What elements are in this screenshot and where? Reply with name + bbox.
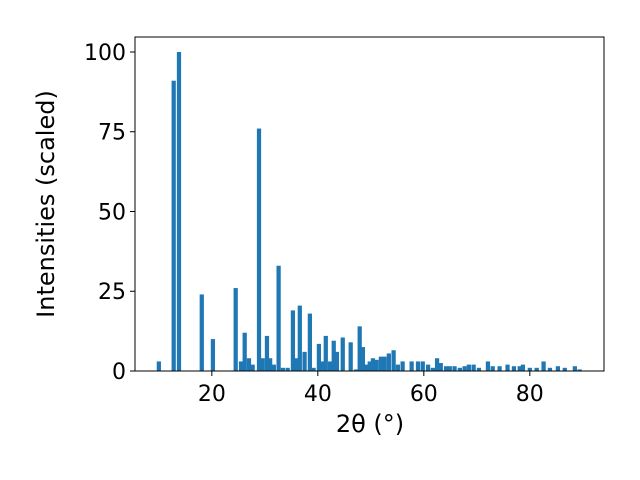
bar bbox=[199, 294, 204, 371]
bar bbox=[517, 366, 522, 371]
bar bbox=[242, 332, 247, 371]
bar bbox=[527, 367, 532, 371]
bar bbox=[466, 364, 471, 371]
bar bbox=[316, 343, 322, 371]
bar bbox=[378, 356, 384, 371]
bar bbox=[250, 364, 255, 371]
bar bbox=[276, 265, 281, 371]
bar bbox=[447, 366, 452, 371]
bar bbox=[430, 367, 435, 371]
bar bbox=[285, 367, 290, 371]
y-tick-label: 100 bbox=[84, 41, 126, 66]
bar bbox=[395, 364, 400, 371]
bar bbox=[382, 356, 387, 371]
bar bbox=[572, 366, 577, 371]
bar bbox=[374, 359, 379, 371]
bar bbox=[391, 350, 396, 371]
bar bbox=[280, 367, 285, 371]
y-tick-label: 75 bbox=[98, 121, 126, 146]
bar bbox=[271, 364, 276, 371]
plot-frame bbox=[134, 36, 605, 372]
bar bbox=[323, 335, 328, 371]
bar bbox=[297, 305, 302, 371]
x-axis-label: 2θ (°) bbox=[336, 410, 404, 438]
bar bbox=[290, 310, 296, 371]
bar bbox=[357, 326, 362, 371]
x-tick-label: 80 bbox=[516, 382, 544, 407]
bar bbox=[497, 366, 502, 371]
bar bbox=[171, 80, 176, 371]
bar bbox=[511, 366, 517, 371]
bar bbox=[490, 366, 495, 371]
bar bbox=[364, 364, 369, 371]
bar bbox=[420, 361, 425, 371]
bar bbox=[360, 347, 365, 371]
bar bbox=[319, 361, 325, 371]
bar bbox=[547, 367, 553, 371]
bar bbox=[471, 364, 476, 371]
bar bbox=[386, 353, 391, 371]
y-axis-label: Intensities (scaled) bbox=[32, 90, 60, 318]
bar bbox=[311, 367, 316, 371]
bar bbox=[476, 367, 482, 371]
bar bbox=[302, 351, 307, 371]
y-tick-label: 50 bbox=[98, 200, 126, 225]
bar bbox=[443, 366, 449, 371]
bar bbox=[353, 369, 359, 371]
bar bbox=[348, 342, 353, 371]
bar bbox=[156, 361, 161, 371]
bar bbox=[520, 364, 526, 371]
bar bbox=[233, 288, 238, 371]
bar bbox=[555, 366, 561, 371]
bar bbox=[462, 366, 467, 371]
bar bbox=[505, 364, 510, 371]
bar bbox=[457, 367, 462, 371]
x-tick-label: 20 bbox=[198, 382, 226, 407]
bar bbox=[577, 369, 582, 371]
bar bbox=[256, 128, 262, 371]
bar bbox=[260, 358, 265, 371]
bar bbox=[294, 358, 299, 371]
bar bbox=[534, 367, 539, 371]
bar bbox=[334, 351, 340, 371]
bar bbox=[340, 337, 345, 371]
bar bbox=[400, 361, 405, 371]
bar bbox=[264, 335, 270, 371]
bar bbox=[176, 51, 182, 371]
bar bbox=[425, 364, 431, 371]
bar bbox=[331, 340, 336, 371]
bar bbox=[268, 358, 273, 371]
bar bbox=[415, 361, 421, 371]
bar bbox=[434, 358, 440, 371]
y-tick-label: 25 bbox=[98, 280, 126, 305]
x-tick-label: 40 bbox=[304, 382, 332, 407]
bar bbox=[327, 361, 333, 371]
bar bbox=[370, 358, 376, 371]
bar bbox=[307, 313, 313, 371]
bar bbox=[485, 361, 491, 371]
bar bbox=[238, 361, 244, 371]
y-tick-label: 0 bbox=[112, 360, 126, 385]
bar bbox=[562, 367, 567, 371]
x-tick-label: 60 bbox=[410, 382, 438, 407]
bar bbox=[541, 361, 546, 371]
bar bbox=[409, 361, 414, 371]
bar bbox=[438, 363, 443, 371]
bar bbox=[367, 361, 372, 371]
bar bbox=[246, 358, 252, 371]
bar bbox=[452, 366, 457, 371]
bar bbox=[210, 339, 216, 371]
